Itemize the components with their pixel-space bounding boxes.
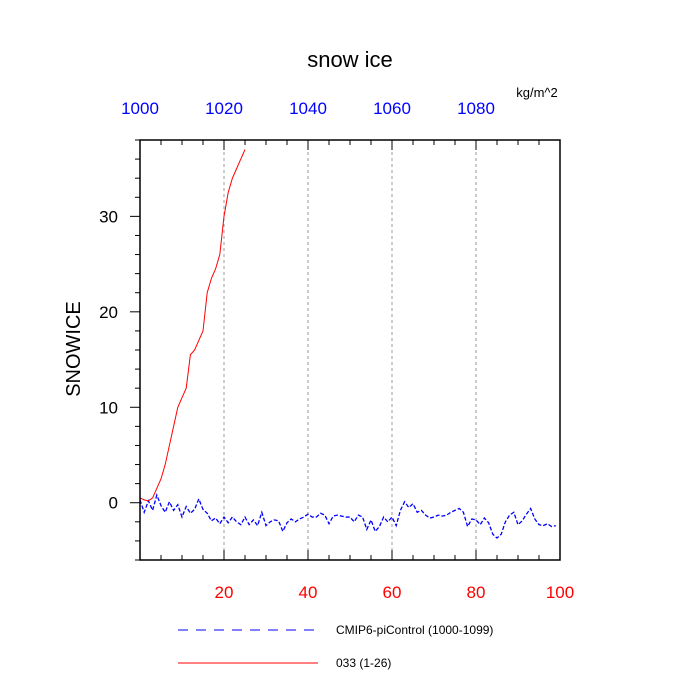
series-line-1 <box>139 493 556 539</box>
units-label: kg/m^2 <box>516 85 558 100</box>
top-tick-label: 1060 <box>373 99 411 118</box>
gridlines <box>223 140 477 560</box>
legend-label-1: CMIP6-piControl (1000-1099) <box>336 623 493 637</box>
top-tick-label: 1080 <box>457 99 495 118</box>
y-tick-label: 20 <box>99 303 118 322</box>
chart-title: snow ice <box>307 47 393 72</box>
series-line-2 <box>139 149 246 502</box>
top-tick-label: 1020 <box>205 99 243 118</box>
plot-frame <box>139 139 561 561</box>
x-tick-label: 40 <box>299 583 318 602</box>
legend: CMIP6-piControl (1000-1099) 033 (1-26) <box>178 623 493 670</box>
x-tick-label: 20 <box>215 583 234 602</box>
y-axis-label: SNOWICE <box>63 301 85 397</box>
x-tick-label: 60 <box>383 583 402 602</box>
legend-label-2: 033 (1-26) <box>336 656 391 670</box>
y-tick-label: 30 <box>99 207 118 226</box>
top-tick-label: 1000 <box>121 99 159 118</box>
x-tick-label: 100 <box>546 583 574 602</box>
top-tick-label: 1040 <box>289 99 327 118</box>
series-layer <box>139 149 556 539</box>
x-tick-label: 80 <box>467 583 486 602</box>
y-tick-label: 0 <box>109 494 118 513</box>
y-tick-label: 10 <box>99 398 118 417</box>
